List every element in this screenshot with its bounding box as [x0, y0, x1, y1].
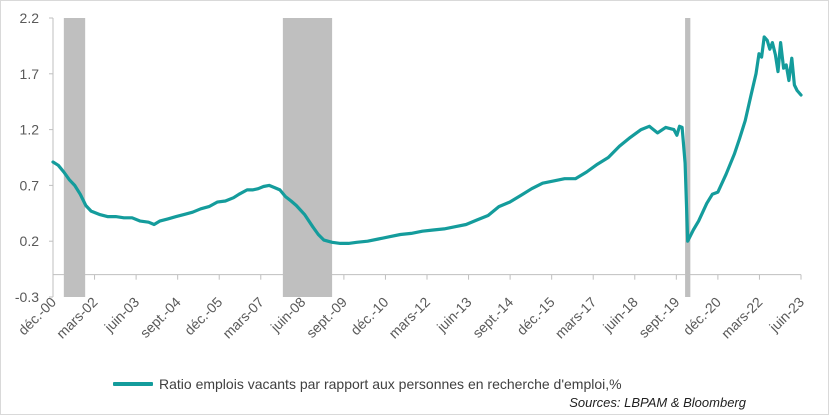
- x-tick-label: sept.-04: [137, 294, 184, 341]
- x-tick-label: déc.-15: [513, 294, 557, 338]
- x-tick-label: sept.-19: [635, 294, 682, 341]
- y-tick-label: 1.7: [20, 66, 40, 82]
- x-tick-label: déc.-05: [181, 294, 225, 338]
- legend-swatch: [113, 382, 153, 386]
- y-tick-label: 2.2: [20, 10, 40, 26]
- y-tick-label: -0.3: [15, 289, 39, 305]
- y-tick-label: 0.7: [20, 177, 40, 193]
- x-tick-label: mars-07: [219, 294, 267, 342]
- x-tick-label: sept.-09: [303, 294, 350, 341]
- legend: Ratio emplois vacants par rapport aux pe…: [113, 375, 622, 393]
- x-tick-label: juin-23: [765, 294, 807, 336]
- recession-band: [63, 18, 86, 297]
- recession-band: [282, 18, 333, 297]
- x-tick-label: déc.-10: [347, 294, 391, 338]
- legend-label: Ratio emplois vacants par rapport aux pe…: [159, 376, 622, 392]
- series-line: [51, 35, 803, 245]
- x-tick-label: mars-12: [385, 294, 433, 342]
- x-tick-label: sept.-14: [469, 294, 516, 341]
- recession-band: [685, 18, 691, 297]
- x-tick-label: mars-02: [53, 294, 101, 342]
- y-tick-label: 0.2: [20, 233, 40, 249]
- x-tick-label: déc.-20: [680, 294, 724, 338]
- x-tick-label: mars-17: [552, 294, 600, 342]
- y-tick-label: 1.2: [20, 122, 40, 138]
- source-note: Sources: LBPAM & Bloomberg: [569, 395, 746, 410]
- x-tick-label: mars-22: [718, 294, 766, 342]
